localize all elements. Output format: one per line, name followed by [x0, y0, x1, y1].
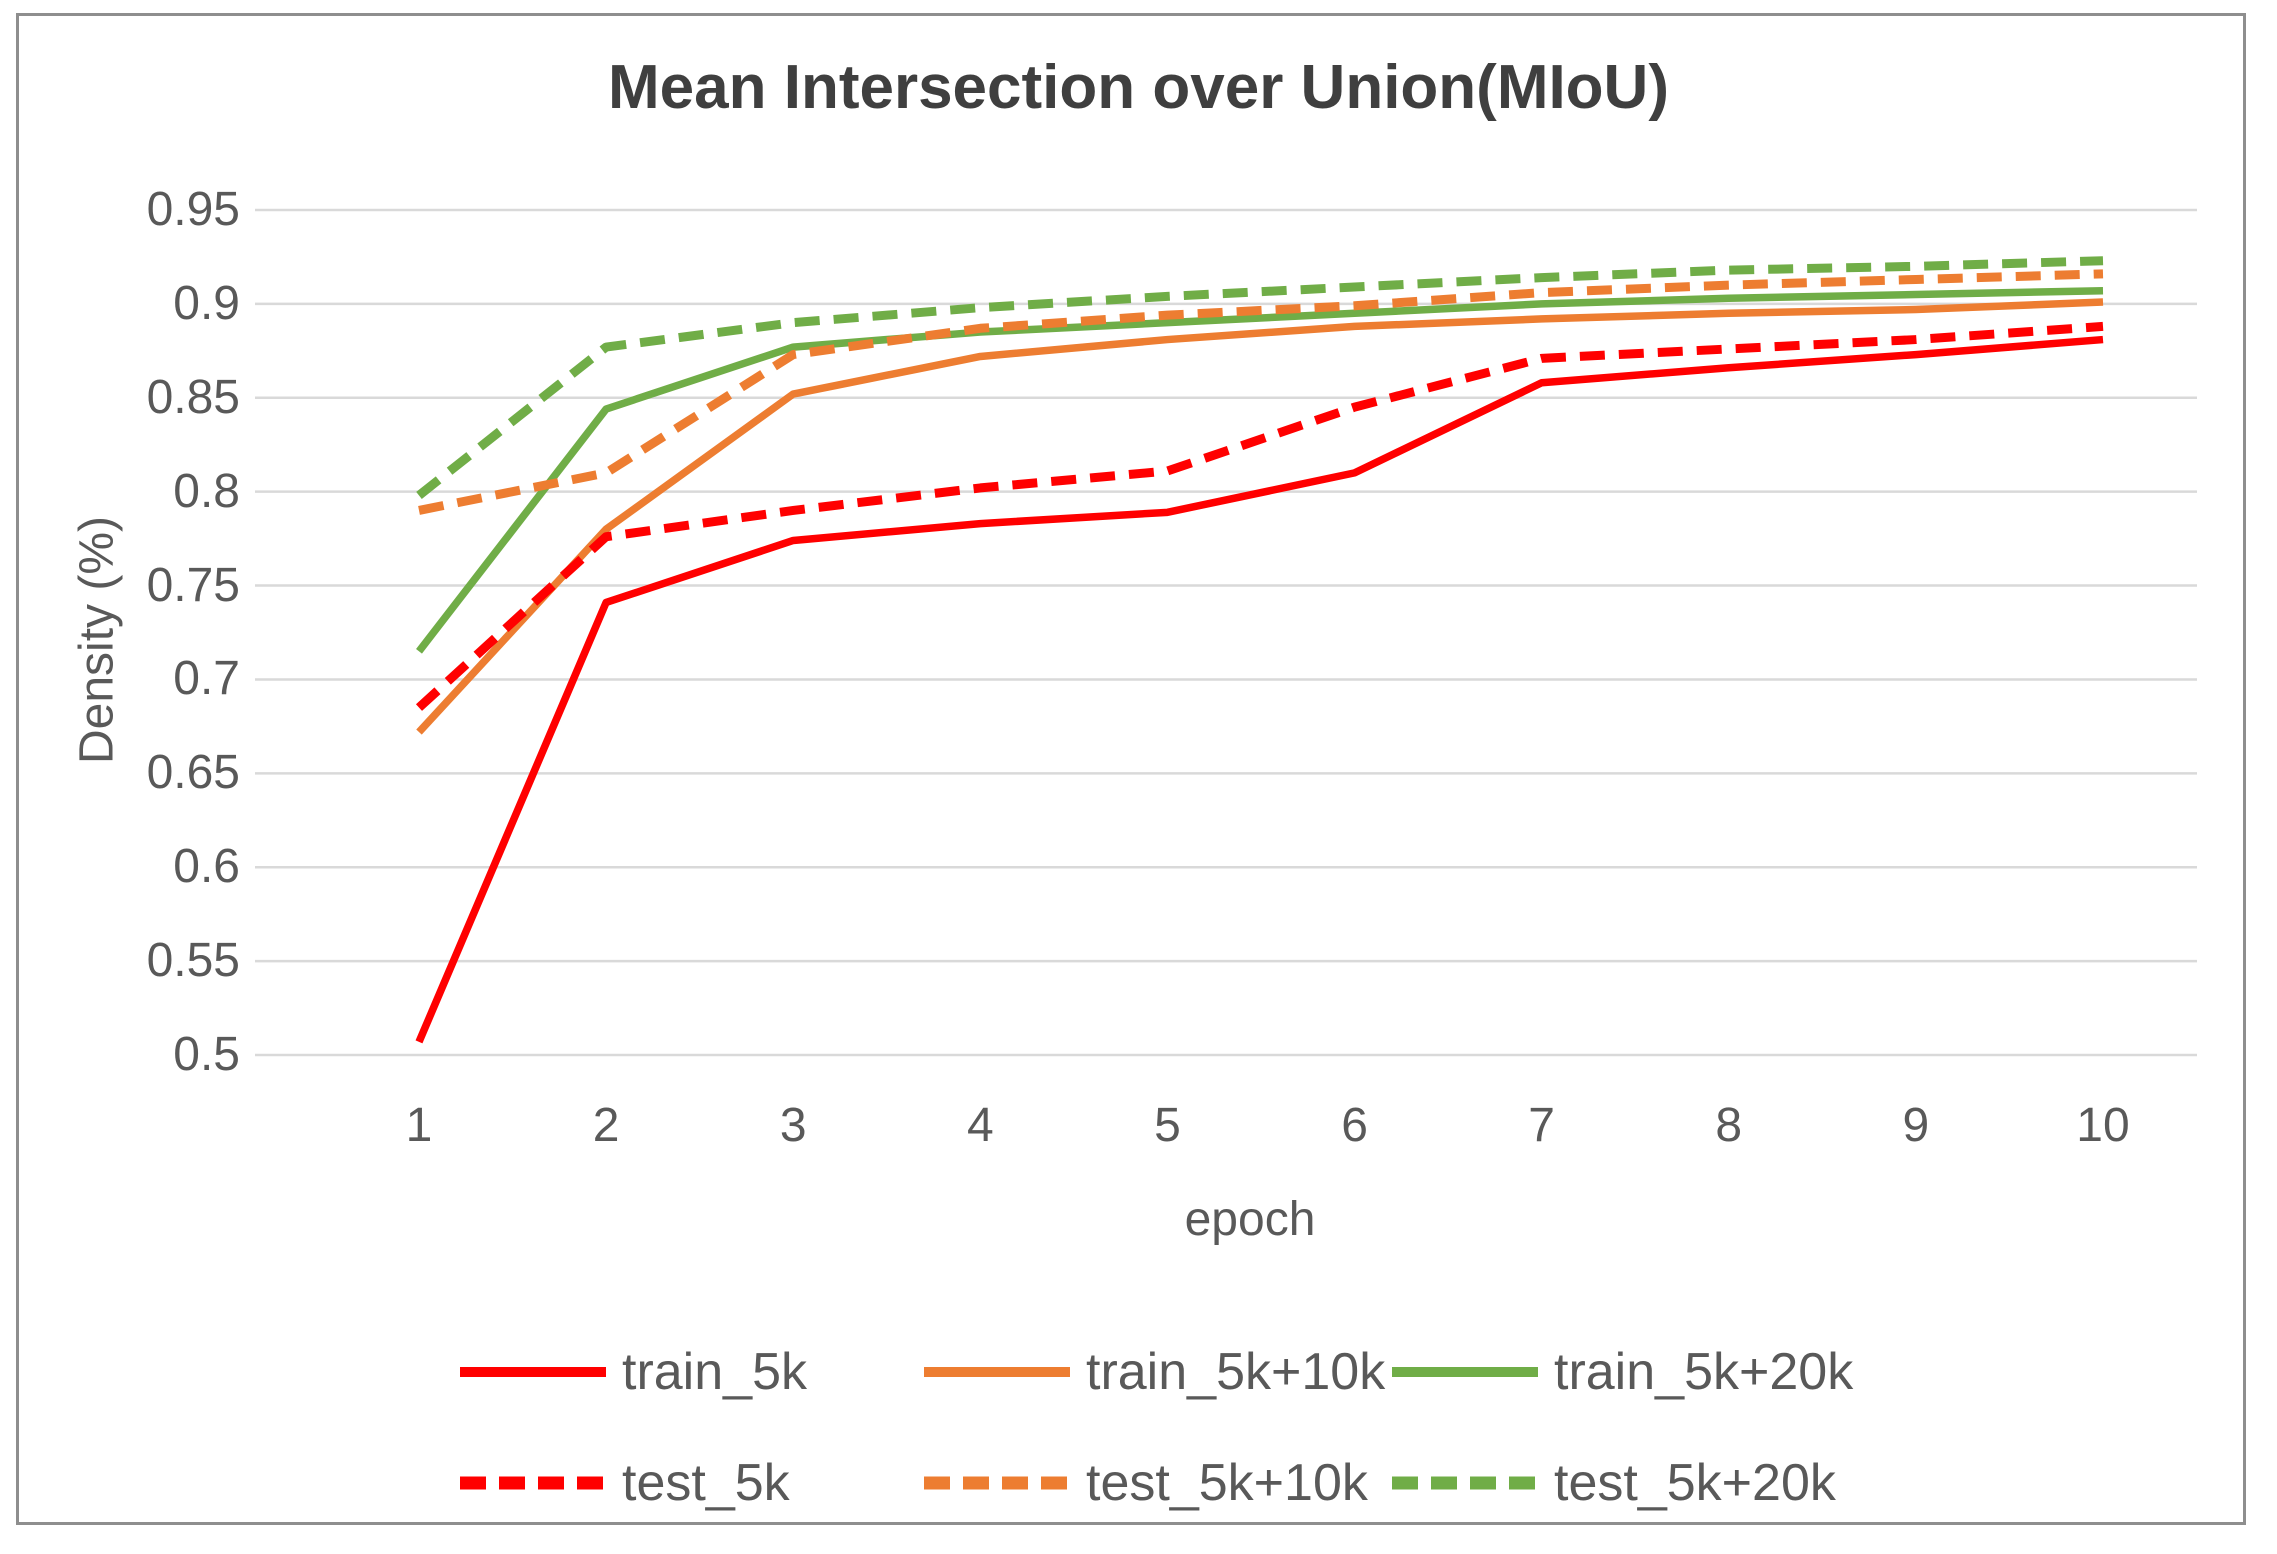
- legend-swatch-solid: [924, 1367, 1070, 1377]
- legend-label: test_5k: [622, 1454, 790, 1512]
- x-tick-label: 8: [1715, 1099, 1743, 1152]
- legend-item-test_5k+20k: test_5k+20k: [1390, 1454, 1836, 1512]
- x-tick-label: 6: [1341, 1099, 1368, 1152]
- legend-swatch-dashed: [924, 1476, 1070, 1490]
- y-tick-label: 0.95: [146, 183, 240, 236]
- x-tick-label: 7: [1528, 1099, 1555, 1152]
- legend-swatch-dashed: [460, 1476, 606, 1490]
- x-tick-label: 9: [1902, 1099, 1930, 1152]
- y-tick-label: 0.6: [173, 840, 240, 894]
- x-tick-label: 3: [779, 1099, 807, 1152]
- legend-item-test_5k: test_5k: [458, 1454, 790, 1512]
- legend-item-train_5k+10k: train_5k+10k: [922, 1343, 1386, 1401]
- legend-label: train_5k: [622, 1343, 807, 1401]
- x-axis-title: epoch: [1184, 1193, 1316, 1246]
- series-line-train_5k+10k: [416, 298, 2104, 735]
- legend-item-test_5k+10k: test_5k+10k: [922, 1454, 1368, 1512]
- y-tick-label: 0.75: [146, 558, 240, 612]
- x-tick-label: 5: [1154, 1099, 1181, 1152]
- y-tick-label: 0.5: [173, 1028, 240, 1081]
- series-line-train_5k: [415, 335, 2104, 1044]
- series-line-test_5k+20k: [416, 256, 2104, 499]
- legend-swatch-dashed: [1392, 1476, 1538, 1490]
- series-line-test_5k: [415, 321, 2104, 711]
- legend-label: train_5k+10k: [1086, 1343, 1386, 1401]
- legend-item-train_5k: train_5k: [458, 1343, 807, 1401]
- y-tick-label: 0.8: [173, 464, 240, 518]
- series-line-train_5k+20k: [416, 286, 2104, 654]
- y-tick-label: 0.85: [146, 370, 240, 424]
- chart-frame: [16, 13, 2246, 1525]
- y-tick-label: 0.7: [173, 652, 240, 706]
- legend-label: test_5k+10k: [1086, 1454, 1368, 1512]
- x-tick-label: 4: [966, 1099, 994, 1152]
- chart-title: Mean Intersection over Union(MIoU): [608, 53, 1669, 122]
- y-tick-label: 0.65: [146, 746, 240, 800]
- x-tick-label: 2: [592, 1099, 620, 1152]
- legend-label: train_5k+20k: [1554, 1343, 1854, 1401]
- legend-label: test_5k+20k: [1554, 1454, 1836, 1512]
- legend-swatch-solid: [460, 1367, 606, 1377]
- legend-swatch-solid: [1392, 1367, 1538, 1377]
- legend-item-train_5k+20k: train_5k+20k: [1390, 1343, 1854, 1401]
- x-tick-label: 1: [405, 1099, 433, 1152]
- series-line-test_5k+10k: [418, 269, 2104, 515]
- y-tick-label: 0.9: [173, 276, 240, 330]
- y-tick-label: 0.55: [146, 934, 240, 988]
- x-tick-label: 10: [2076, 1099, 2130, 1152]
